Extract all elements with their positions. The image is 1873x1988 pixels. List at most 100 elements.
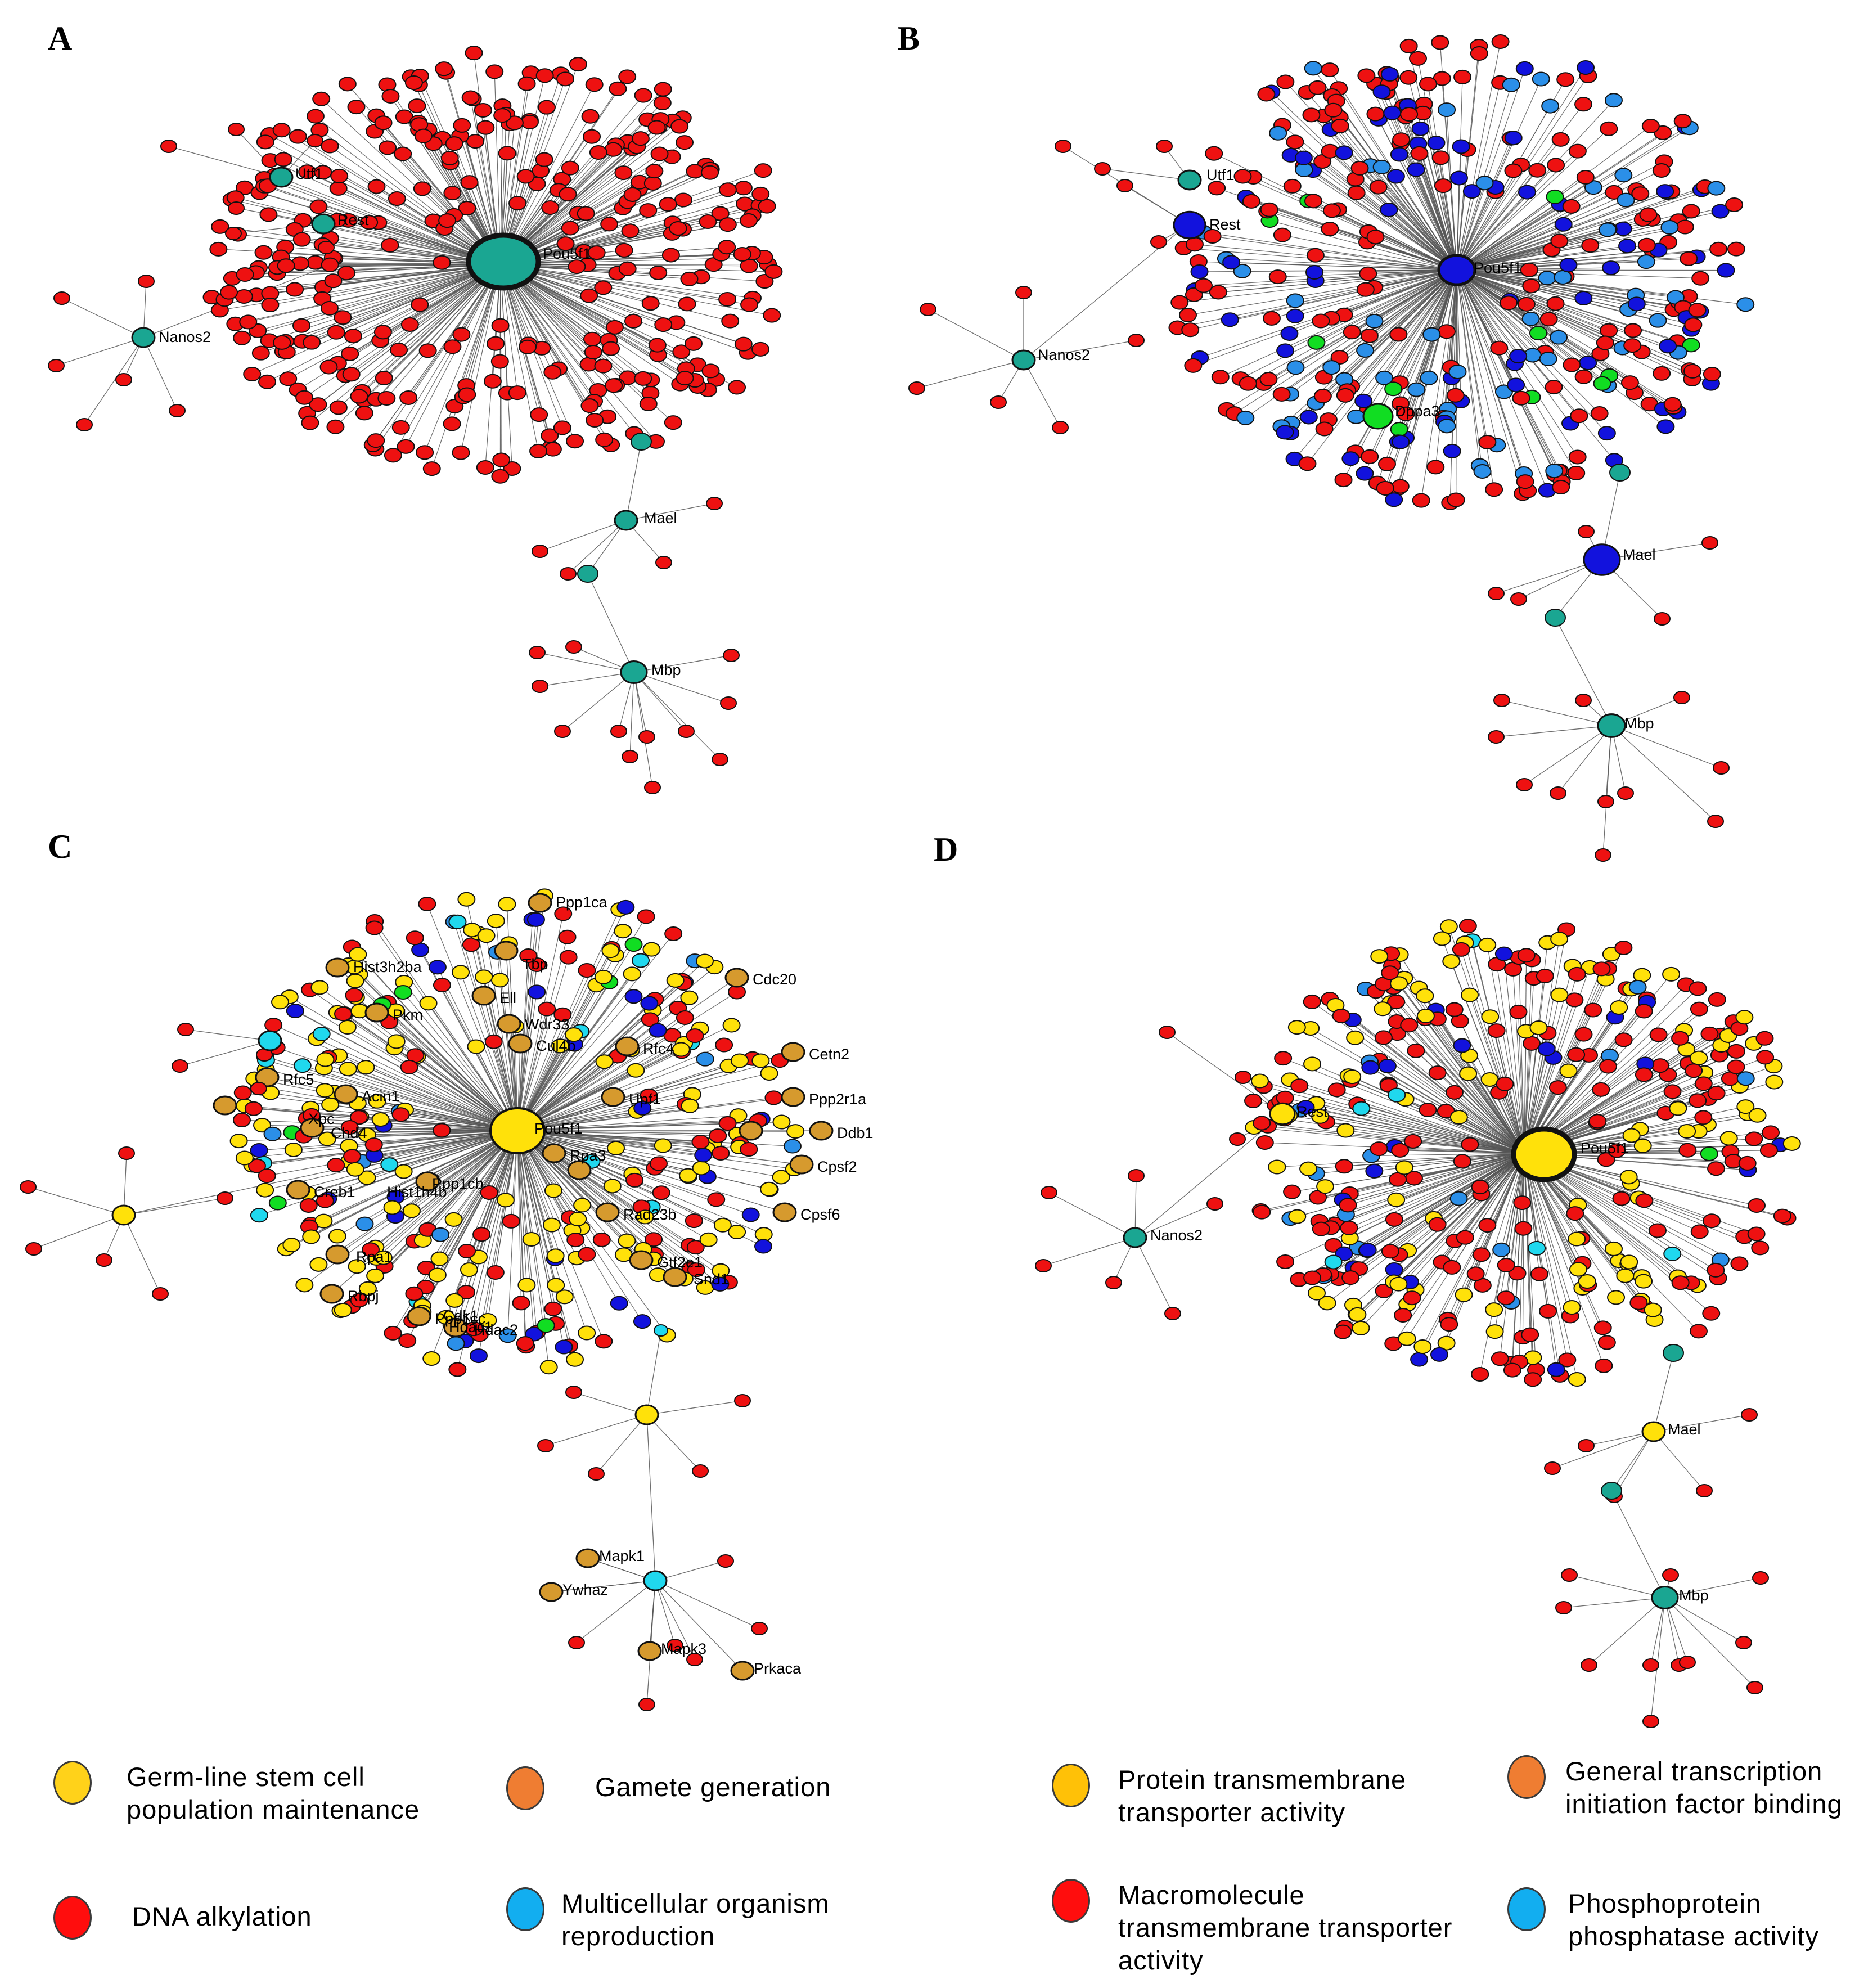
gene-node: [209, 241, 228, 257]
hub-node: [489, 1107, 546, 1154]
gene-node: [618, 1233, 636, 1248]
network-edge: [1456, 269, 1519, 357]
gene-node: [475, 969, 493, 984]
gene-node: [643, 176, 662, 191]
gene-node: [1568, 1372, 1586, 1387]
gene-node: [325, 1244, 350, 1265]
network-edge: [655, 1560, 726, 1581]
network-edge: [1194, 269, 1457, 295]
gene-node: [375, 371, 393, 386]
gene-node: [1496, 1076, 1514, 1091]
gene-node: [345, 988, 363, 1003]
gene-node: [1392, 434, 1410, 449]
gene-node: [561, 221, 579, 236]
gene-node: [701, 165, 719, 180]
gene-node: [20, 1180, 37, 1194]
network-edge: [517, 996, 634, 1131]
gene-node: [602, 341, 620, 356]
gene-node: [440, 150, 459, 165]
gene-node: [1552, 479, 1570, 494]
network-edge: [1461, 949, 1525, 1154]
gene-node: [1566, 1206, 1584, 1221]
network-edge: [517, 1121, 782, 1131]
gene-node: [319, 359, 338, 375]
gene-node: [1268, 269, 1287, 285]
network-edge: [351, 264, 501, 375]
gene-node: [709, 1128, 727, 1144]
gene-node: [528, 984, 546, 1000]
network-edge: [280, 1001, 518, 1131]
gene-node: [1517, 296, 1536, 312]
gene-node: [368, 1094, 386, 1109]
network-edge: [1395, 176, 1457, 271]
gene-node: [751, 1622, 768, 1635]
network-edge: [1456, 269, 1691, 345]
gene-node: [1558, 1352, 1577, 1368]
gene-node: [1356, 282, 1375, 297]
gene-node: [592, 1232, 611, 1247]
gene-node: [1547, 158, 1565, 173]
gene-node: [256, 134, 274, 150]
gene-node: [642, 942, 661, 957]
gene-node: [1453, 1038, 1471, 1053]
network-edge: [439, 1130, 518, 1259]
gene-node: [355, 406, 373, 421]
network-edge: [1407, 1153, 1525, 1339]
gene-label: Rbpj: [348, 1288, 379, 1305]
gene-node: [696, 953, 714, 969]
gene-node: [615, 242, 633, 258]
gene-node: [1701, 536, 1718, 550]
gene-node: [258, 1168, 276, 1184]
gene-node: [445, 1293, 464, 1308]
network-edge: [1569, 1575, 1665, 1598]
hub-label-mapk1: Mapk1: [599, 1548, 645, 1564]
gene-node: [587, 245, 606, 260]
gene-label: Tbp: [522, 956, 548, 973]
gene-node: [1653, 366, 1671, 381]
gene-node: [1185, 237, 1204, 252]
legend-label: Protein transmembrane transporter activi…: [1118, 1765, 1407, 1827]
gene-node: [1510, 592, 1527, 606]
gene-node: [1513, 1195, 1532, 1211]
gene-node: [428, 1267, 447, 1283]
network-edge: [287, 264, 501, 379]
network-edge: [1664, 1577, 1761, 1598]
gene-node: [532, 680, 548, 693]
network-edge: [1456, 269, 1701, 279]
network-edge: [500, 117, 683, 265]
gene-node: [1592, 1082, 1610, 1097]
gene-label: Hdac2: [474, 1321, 518, 1338]
gene-node: [1746, 1681, 1763, 1694]
gene-node: [377, 391, 396, 406]
gene-node: [754, 163, 772, 178]
gene-node: [573, 1198, 592, 1213]
gene-node: [448, 1362, 467, 1377]
gene-node: [1597, 1152, 1615, 1167]
network-edge: [629, 672, 634, 757]
network-edge: [517, 1130, 522, 1303]
gene-label: Rad23b: [623, 1206, 677, 1223]
network-edge: [1304, 169, 1457, 271]
gene-node: [1682, 204, 1700, 219]
network-edge: [1454, 1092, 1525, 1154]
network-edge: [259, 1130, 518, 1151]
gene-node: [1391, 479, 1410, 494]
gene-node: [636, 1209, 654, 1225]
network-edge: [1456, 120, 1683, 271]
gene-node: [1688, 303, 1707, 318]
gene-node: [457, 1284, 476, 1299]
gene-node: [669, 221, 687, 236]
gene-node: [1694, 1076, 1713, 1091]
network-edge: [1203, 232, 1457, 271]
gene-node: [1475, 176, 1494, 191]
legend-item-multicellular: Multicellular organism reproduction: [506, 1887, 921, 1953]
gene-node: [1747, 1226, 1766, 1242]
network-edge: [1240, 269, 1457, 379]
network-edge: [286, 264, 501, 353]
network-edge: [56, 337, 144, 366]
gene-node: [364, 1137, 383, 1153]
gene-node: [355, 1216, 374, 1231]
gene-node: [1437, 1335, 1456, 1351]
gene-node: [1419, 1102, 1437, 1117]
network-edge: [405, 264, 501, 447]
